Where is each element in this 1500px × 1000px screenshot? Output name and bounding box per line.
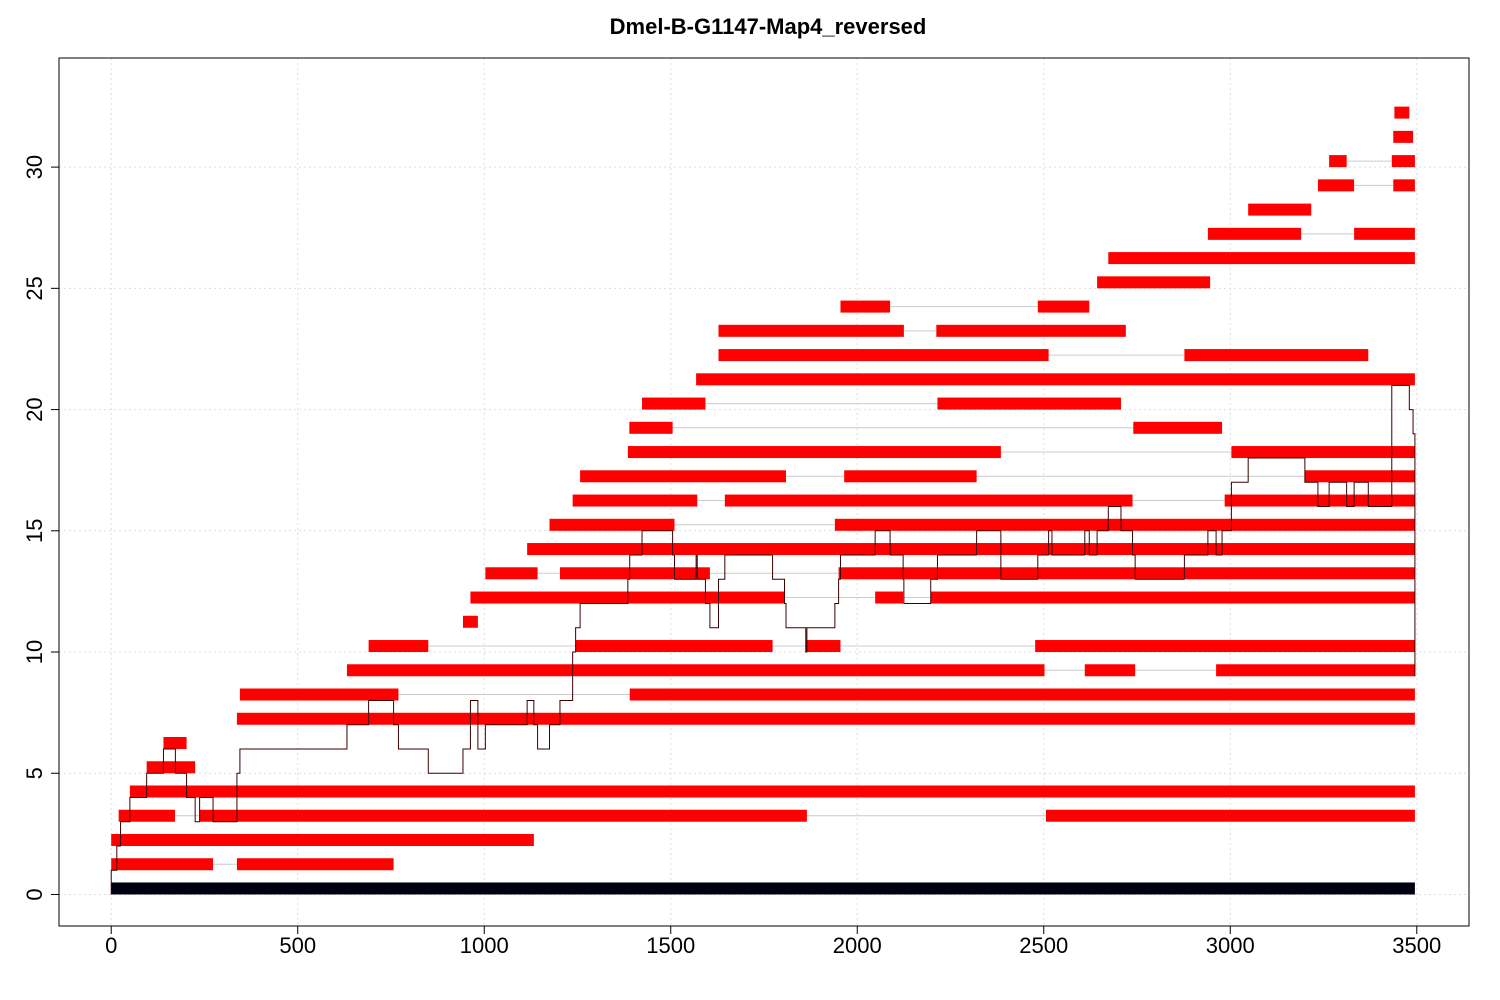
segment-bar xyxy=(844,470,977,483)
segment-bar xyxy=(485,567,538,580)
segment-bar xyxy=(1329,155,1347,168)
segment-bars xyxy=(111,106,1415,895)
y-tick-label: 25 xyxy=(22,276,47,300)
segment-bar xyxy=(1046,809,1415,822)
y-tick-label: 30 xyxy=(22,155,47,179)
segment-bar xyxy=(838,567,1415,580)
segment-bar xyxy=(1133,421,1223,434)
y-tick-label: 20 xyxy=(22,397,47,421)
x-tick-label: 2000 xyxy=(833,933,882,958)
segment-bar xyxy=(629,421,673,434)
y-tick-label: 15 xyxy=(22,519,47,543)
segment-bar xyxy=(1394,106,1410,119)
segment-bar xyxy=(1084,664,1136,677)
segment-bar xyxy=(111,858,214,871)
x-tick-label: 3000 xyxy=(1206,933,1255,958)
y-tick-label: 5 xyxy=(22,767,47,779)
x-tick-label: 1000 xyxy=(460,933,509,958)
segment-bar xyxy=(718,349,1049,362)
segment-bar xyxy=(930,591,1415,604)
segment-bar xyxy=(1037,300,1090,313)
segment-bar xyxy=(1393,130,1414,143)
segment-bar xyxy=(575,640,773,653)
segment-bar xyxy=(146,761,196,774)
segment-bar xyxy=(1207,227,1302,240)
coverage-step-line xyxy=(110,384,1416,895)
axes: 0 500 1000 1500 2000 2500 3000 3500 0 5 10 15 20 25 30 xyxy=(22,155,1441,958)
segment-bar xyxy=(1231,446,1415,459)
segment-bar xyxy=(718,324,904,337)
x-tick-label: 3500 xyxy=(1392,933,1441,958)
segment-bar xyxy=(696,373,1415,386)
segment-bar xyxy=(1354,227,1415,240)
segment-bar xyxy=(580,470,787,483)
chart-title: Dmel-B-G1147-Map4_reversed xyxy=(609,14,927,39)
segment-bar xyxy=(724,494,1133,507)
segment-bar xyxy=(1224,494,1415,507)
segment-bar xyxy=(239,688,399,701)
segment-bar xyxy=(163,737,187,750)
segment-bar xyxy=(527,543,1415,556)
coverage-line xyxy=(110,384,1416,895)
segment-bar xyxy=(840,300,891,313)
segment-bar xyxy=(199,809,807,822)
segment-bar xyxy=(875,591,904,604)
y-tick-label: 10 xyxy=(22,640,47,664)
segment-bar xyxy=(1391,155,1415,168)
x-tick-label: 1500 xyxy=(646,933,695,958)
segment-bar xyxy=(1248,203,1312,216)
segment-bar xyxy=(559,567,710,580)
segment-bar xyxy=(346,664,1045,677)
segment-bar xyxy=(236,712,1415,725)
segment-bar xyxy=(627,446,1001,459)
segment-bar xyxy=(368,640,429,653)
segment-bar xyxy=(834,518,1415,531)
segment-bar xyxy=(629,688,1415,701)
segment-bar xyxy=(1108,252,1415,265)
segment-bar xyxy=(936,324,1126,337)
x-tick-label: 2500 xyxy=(1019,933,1068,958)
segment-bar xyxy=(118,809,176,822)
segment-bar xyxy=(129,785,1415,798)
segment-bar xyxy=(1035,640,1415,653)
x-tick-label: 500 xyxy=(279,933,316,958)
segment-bar xyxy=(642,397,706,410)
x-tick-label: 0 xyxy=(105,933,117,958)
segment-bar xyxy=(1184,349,1369,362)
segment-bar xyxy=(236,858,394,871)
connector-lines xyxy=(175,160,1394,865)
segment-bar xyxy=(1097,276,1211,289)
reference-bar xyxy=(111,882,1415,895)
y-tick-label: 0 xyxy=(22,888,47,900)
segment-bar xyxy=(1393,179,1415,192)
segment-bar xyxy=(805,640,841,653)
segment-bar xyxy=(111,833,534,846)
segment-bar xyxy=(572,494,698,507)
segment-bar xyxy=(1216,664,1415,677)
segment-bar xyxy=(549,518,675,531)
segment-bar xyxy=(462,615,478,628)
segment-bar xyxy=(1317,179,1355,192)
segment-bar xyxy=(937,397,1121,410)
segment-bar xyxy=(1304,470,1415,483)
